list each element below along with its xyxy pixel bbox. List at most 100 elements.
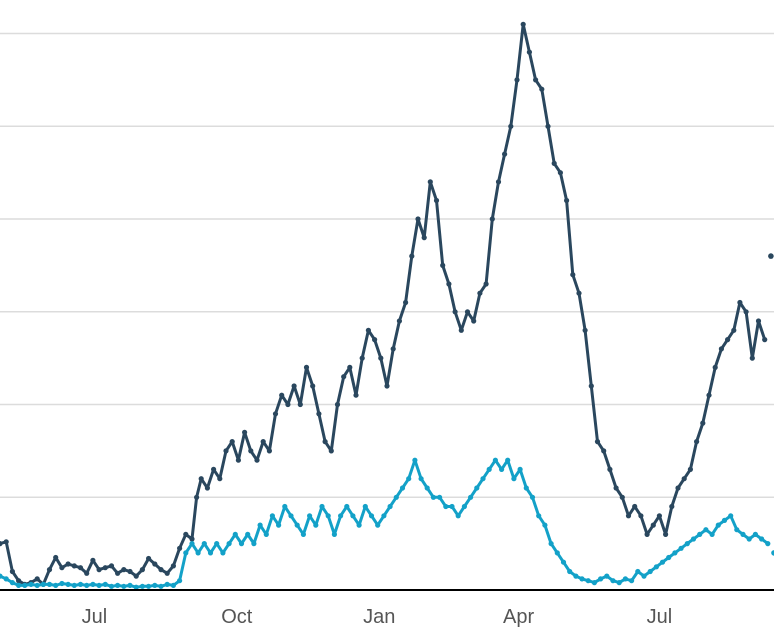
data-point <box>718 346 725 352</box>
data-point <box>170 563 176 569</box>
data-point <box>663 531 669 538</box>
data-point <box>539 86 545 92</box>
data-point <box>344 503 350 510</box>
data-point <box>307 513 313 519</box>
data-point <box>387 503 393 510</box>
data-point <box>133 584 139 590</box>
data-point <box>536 513 542 519</box>
data-point <box>294 522 300 528</box>
data-point <box>449 503 455 510</box>
data-point <box>353 392 359 398</box>
data-point <box>248 448 254 454</box>
data-point <box>458 327 464 333</box>
data-point <box>189 541 195 547</box>
data-point <box>282 503 288 510</box>
data-point <box>0 573 3 579</box>
data-point <box>96 567 102 573</box>
data-point <box>684 541 690 547</box>
data-point <box>121 567 127 573</box>
data-point <box>102 565 108 571</box>
data-point <box>601 448 607 454</box>
data-point <box>90 581 96 588</box>
data-point <box>214 541 220 547</box>
data-point <box>728 513 734 519</box>
data-point <box>297 401 303 408</box>
data-point <box>567 568 573 575</box>
data-point <box>276 522 282 528</box>
data-point <box>495 179 502 185</box>
data-point <box>638 513 644 519</box>
data-point <box>108 583 115 589</box>
data-point <box>520 21 526 27</box>
data-point <box>204 485 210 491</box>
data-point <box>34 576 40 582</box>
data-point <box>607 466 613 472</box>
data-point <box>319 503 325 510</box>
data-point <box>403 299 409 306</box>
data-point <box>737 299 743 306</box>
data-point <box>198 476 204 482</box>
data-point <box>499 466 505 472</box>
series-group <box>0 21 774 590</box>
data-point <box>115 570 121 576</box>
data-point <box>217 476 223 482</box>
data-point <box>656 513 663 519</box>
data-point <box>40 581 46 588</box>
data-point <box>659 559 666 565</box>
data-point <box>474 485 480 491</box>
data-point <box>251 541 257 547</box>
data-point <box>483 281 489 287</box>
data-point <box>152 561 158 567</box>
data-point <box>375 522 381 528</box>
data-point <box>604 573 610 579</box>
data-point <box>53 554 59 561</box>
series-2 <box>0 457 774 590</box>
x-tick-label: Jan <box>363 606 395 628</box>
data-point <box>177 578 183 584</box>
data-point <box>127 582 133 589</box>
data-point <box>164 581 170 588</box>
data-point <box>430 494 436 500</box>
data-point <box>570 272 576 278</box>
data-point <box>437 494 443 500</box>
data-point <box>443 503 449 510</box>
data-point <box>579 576 585 582</box>
data-point-unconnected <box>768 253 774 259</box>
data-point <box>669 503 675 510</box>
data-point <box>703 527 709 533</box>
data-point <box>762 337 768 343</box>
data-point <box>65 561 71 567</box>
data-point <box>446 281 452 287</box>
data-point <box>585 578 591 584</box>
data-point <box>533 77 539 83</box>
data-point <box>102 581 108 588</box>
data-point <box>183 531 189 538</box>
data-point <box>406 476 412 482</box>
data-point <box>71 563 77 569</box>
data-point <box>433 197 440 204</box>
data-point <box>759 536 765 542</box>
data-point <box>622 576 629 582</box>
data-point <box>53 582 59 589</box>
data-point <box>619 494 625 500</box>
data-point <box>207 550 214 556</box>
data-point <box>468 494 474 500</box>
data-point <box>257 522 263 528</box>
data-point <box>0 541 3 547</box>
data-point <box>16 582 22 589</box>
data-point <box>765 541 771 547</box>
data-point <box>526 49 533 55</box>
data-point <box>625 513 632 519</box>
data-point <box>517 466 523 472</box>
data-point <box>480 476 486 482</box>
data-point <box>502 151 508 157</box>
data-point <box>455 513 461 519</box>
x-tick-label: Oct <box>221 606 253 628</box>
data-point <box>378 355 384 361</box>
data-point <box>697 531 703 538</box>
data-point <box>393 494 399 500</box>
data-point <box>523 485 529 491</box>
data-point <box>734 527 740 533</box>
data-point <box>359 355 365 361</box>
data-point <box>146 583 152 589</box>
